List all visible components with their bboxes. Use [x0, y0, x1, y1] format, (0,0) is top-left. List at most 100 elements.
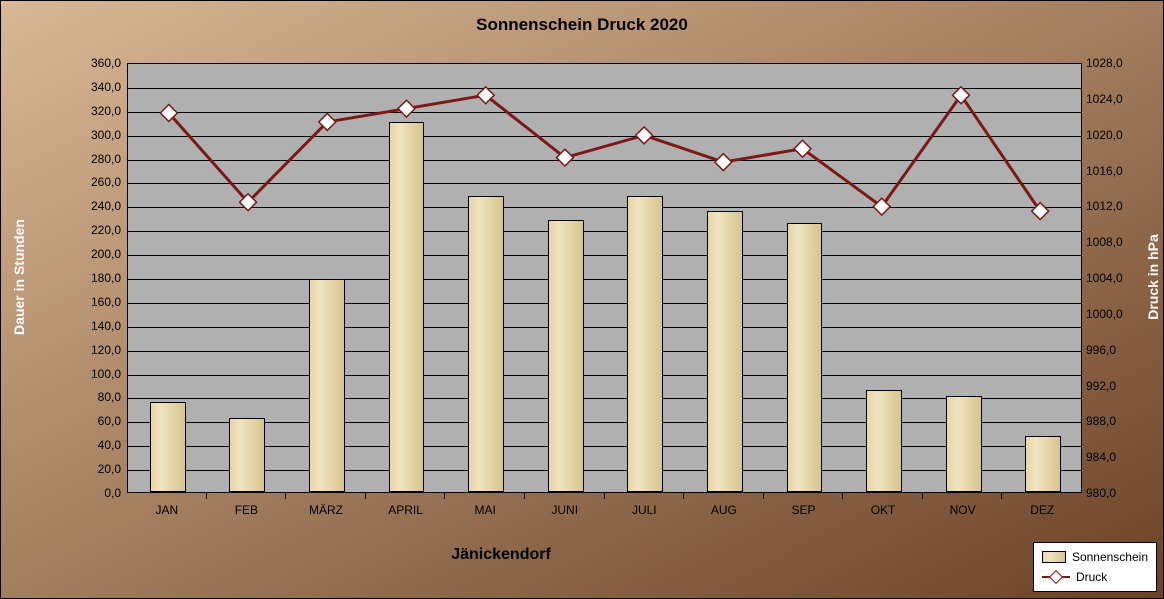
gridline — [128, 255, 1081, 256]
y-right-tick: 992,0 — [1080, 379, 1163, 393]
y-right-tick: 1004,0 — [1080, 271, 1163, 285]
legend-item-bars: Sonnenschein — [1042, 547, 1148, 567]
y-right-tick: 980,0 — [1080, 486, 1163, 500]
gridline — [128, 327, 1081, 328]
y-axis-left: 0,020,040,060,080,0100,0120,0140,0160,01… — [1, 63, 127, 493]
y-left-tick: 180,0 — [1, 271, 127, 285]
x-tick-mark — [524, 493, 525, 499]
y-axis-right: 980,0984,0988,0992,0996,01000,01004,0100… — [1080, 63, 1163, 493]
x-axis-label: Jänickendorf — [1, 546, 1001, 564]
chart-frame: Sonnenschein Druck 2020 Dauer in Stunden… — [0, 0, 1164, 599]
legend: Sonnenschein Druck — [1033, 542, 1157, 592]
x-tick: NOV — [950, 503, 976, 517]
x-tick-mark — [922, 493, 923, 499]
gridline — [128, 112, 1081, 113]
y-left-tick: 120,0 — [1, 343, 127, 357]
x-tick: SEP — [791, 503, 815, 517]
x-tick: JULI — [632, 503, 657, 517]
y-right-tick: 1008,0 — [1080, 235, 1163, 249]
y-left-tick: 340,0 — [1, 80, 127, 94]
y-right-tick: 1028,0 — [1080, 56, 1163, 70]
gridline — [128, 398, 1081, 399]
bar — [707, 211, 743, 492]
bar — [229, 418, 265, 492]
y-right-tick: 1000,0 — [1080, 307, 1163, 321]
x-tick: JUNI — [551, 503, 578, 517]
gridline — [128, 136, 1081, 137]
bar — [787, 223, 823, 492]
legend-label-line: Druck — [1076, 570, 1107, 584]
legend-label-bars: Sonnenschein — [1072, 550, 1148, 564]
x-tick-mark — [444, 493, 445, 499]
chart-title: Sonnenschein Druck 2020 — [1, 15, 1163, 35]
x-tick: FEB — [235, 503, 258, 517]
gridline — [128, 279, 1081, 280]
gridline — [128, 207, 1081, 208]
gridline — [128, 470, 1081, 471]
line-marker — [477, 87, 494, 104]
y-left-tick: 360,0 — [1, 56, 127, 70]
y-right-tick: 996,0 — [1080, 343, 1163, 357]
y-left-tick: 300,0 — [1, 128, 127, 142]
gridline — [128, 303, 1081, 304]
y-left-tick: 240,0 — [1, 199, 127, 213]
y-right-tick: 1016,0 — [1080, 164, 1163, 178]
legend-swatch-bar — [1042, 551, 1066, 563]
gridline — [128, 446, 1081, 447]
gridline — [128, 88, 1081, 89]
x-tick-mark — [365, 493, 366, 499]
bar — [627, 196, 663, 492]
line-marker — [953, 87, 970, 104]
y-right-tick: 988,0 — [1080, 414, 1163, 428]
line-marker — [556, 149, 573, 166]
bar — [548, 220, 584, 492]
y-left-tick: 260,0 — [1, 175, 127, 189]
y-left-tick: 0,0 — [1, 486, 127, 500]
y-right-tick: 1020,0 — [1080, 128, 1163, 142]
x-tick-mark — [763, 493, 764, 499]
x-tick: MÄRZ — [309, 503, 343, 517]
x-tick: OKT — [871, 503, 896, 517]
gridline — [128, 375, 1081, 376]
y-left-tick: 20,0 — [1, 462, 127, 476]
x-tick: APRIL — [388, 503, 423, 517]
y-left-tick: 140,0 — [1, 319, 127, 333]
line-marker — [398, 100, 415, 117]
line-series-overlay — [128, 64, 1081, 492]
x-tick-mark — [842, 493, 843, 499]
line-marker — [319, 114, 336, 131]
x-tick: JAN — [155, 503, 178, 517]
bar — [468, 196, 504, 492]
x-tick: MAI — [474, 503, 495, 517]
y-left-tick: 220,0 — [1, 223, 127, 237]
legend-swatch-line — [1042, 570, 1070, 584]
y-left-tick: 100,0 — [1, 367, 127, 381]
plot-area — [127, 63, 1082, 493]
x-tick-mark — [683, 493, 684, 499]
x-axis: JAN FEB MÄRZ APRIL MAI JUNI JULI AUG SEP OKT NOV DE… — [127, 493, 1082, 523]
x-tick-mark — [1001, 493, 1002, 499]
gridline — [128, 160, 1081, 161]
y-left-tick: 80,0 — [1, 390, 127, 404]
bar — [946, 396, 982, 492]
bar — [389, 122, 425, 492]
gridline — [128, 422, 1081, 423]
line-marker — [1032, 203, 1049, 220]
line-marker — [794, 140, 811, 157]
gridline — [128, 351, 1081, 352]
x-tick-mark — [604, 493, 605, 499]
y-left-tick: 160,0 — [1, 295, 127, 309]
y-left-tick: 60,0 — [1, 414, 127, 428]
y-left-tick: 320,0 — [1, 104, 127, 118]
legend-item-line: Druck — [1042, 567, 1148, 587]
line-marker — [160, 105, 177, 122]
y-left-tick: 280,0 — [1, 152, 127, 166]
x-tick-mark — [206, 493, 207, 499]
x-tick: AUG — [711, 503, 737, 517]
bar — [866, 390, 902, 492]
x-tick: DEZ — [1030, 503, 1054, 517]
x-tick-mark — [285, 493, 286, 499]
line-marker — [715, 154, 732, 171]
y-left-tick: 200,0 — [1, 247, 127, 261]
y-right-tick: 984,0 — [1080, 450, 1163, 464]
